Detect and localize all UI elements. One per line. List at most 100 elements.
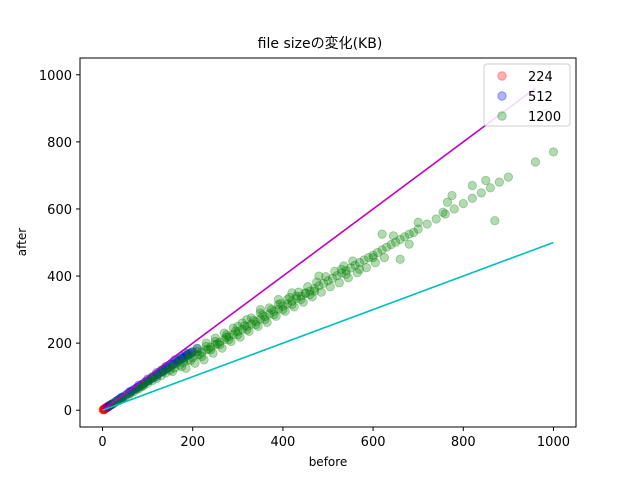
point-1200-190 [325,282,335,292]
point-1200-20 [197,347,207,357]
point-1200-53 [345,263,356,273]
point-512-27 [163,363,173,373]
point-1200-49 [327,273,338,283]
point-1200-183 [262,317,272,327]
point-1200-43 [300,288,311,299]
point-1200-136 [282,294,293,305]
point-512-62 [134,380,144,390]
point-1200-188 [307,292,317,302]
point-1200-64 [395,234,405,245]
point-1200-68 [422,219,432,229]
legend-marker-224 [497,71,507,81]
point-1200-28 [233,327,243,337]
point-512-26 [161,364,171,374]
point-1200-48 [323,276,333,286]
point-1200-106 [192,346,202,357]
point-1200-63 [391,237,401,247]
point-1200-95 [341,269,351,279]
point-1200-156 [185,355,196,366]
axes-frame [79,57,577,428]
point-1200-27 [228,329,238,340]
point-1200-104 [210,336,220,347]
point-1200-187 [298,297,308,307]
point-1200-76 [494,177,504,187]
point-1200-11 [156,371,166,381]
point-1200-87 [409,227,419,238]
reference-line-1 [102,241,554,411]
point-1200-105 [201,341,211,352]
point-512-25 [158,366,169,376]
point-1200-47 [318,278,329,289]
point-1200-40 [287,296,297,306]
point-1200-140 [246,313,256,323]
x-tick-label-200: 200 [180,435,205,450]
point-512-31 [172,357,182,367]
point-1200-46 [314,281,324,291]
x-axis-label: before [309,455,348,469]
point-1200-13 [165,365,175,375]
point-512-36 [183,349,193,360]
point-1200-130 [287,299,297,310]
point-1200-75 [485,183,495,193]
point-1200-100 [255,304,265,315]
point-1200-109 [172,358,182,368]
plot-area: 0 200 400 600 800 1000 0 200 400 600 800 1000 [39,57,577,450]
point-1200-74 [476,188,486,198]
point-1200-31 [246,319,256,329]
point-1200-79 [548,147,559,157]
point-1200-191 [334,278,344,288]
point-1200-133 [309,286,320,296]
point-512-30 [170,358,180,368]
point-1200-110 [165,363,175,373]
point-1200-9 [147,376,157,386]
x-tick-label-400: 400 [270,435,295,450]
point-1200-138 [264,303,274,313]
y-tick-label-1000: 1000 [39,69,72,84]
point-1200-80 [490,216,500,226]
legend-box [483,63,571,127]
point-1200-175 [199,355,209,365]
point-512-29 [167,360,178,370]
point-1200-92 [368,253,378,263]
point-1200-91 [377,229,387,239]
point-1200-42 [296,291,306,301]
point-1200-44 [305,286,315,296]
point-512-50 [162,363,173,373]
point-1200-128 [269,310,279,320]
point-1200-189 [316,287,326,297]
point-1200-41 [291,293,302,304]
point-1200-135 [291,291,302,301]
point-1200-168 [294,287,304,297]
point-1200-7 [138,381,148,391]
y-axis-label: after [15,228,29,256]
point-1200-29 [237,324,247,334]
point-512-24 [156,367,166,377]
legend-label-512: 512 [528,90,553,105]
y-tick-label-400: 400 [47,270,72,285]
point-1200-129 [278,304,288,315]
point-1200-167 [285,292,295,303]
point-1200-193 [352,268,362,278]
point-1200-102 [233,321,243,331]
point-1200-14 [170,363,180,373]
point-1200-145 [201,338,211,348]
point-1200-163 [249,315,259,325]
y-tick-label-800: 800 [47,136,72,151]
point-1200-85 [438,207,448,217]
point-1200-164 [258,310,268,320]
x-tick-label-800: 800 [451,435,476,450]
point-1200-142 [228,323,238,333]
point-1200-82 [467,180,477,191]
reference-line-0 [102,87,536,411]
point-1200-107 [185,350,196,360]
point-1200-137 [273,299,283,310]
point-1200-132 [305,289,315,300]
point-1200-96 [336,264,347,274]
point-1200-38 [278,301,288,311]
x-tick-label-600: 600 [361,435,386,450]
point-1200-108 [179,355,189,365]
point-1200-67 [413,224,423,234]
point-1200-52 [341,266,351,276]
point-1200-21 [201,345,211,355]
point-1200-176 [181,363,191,373]
